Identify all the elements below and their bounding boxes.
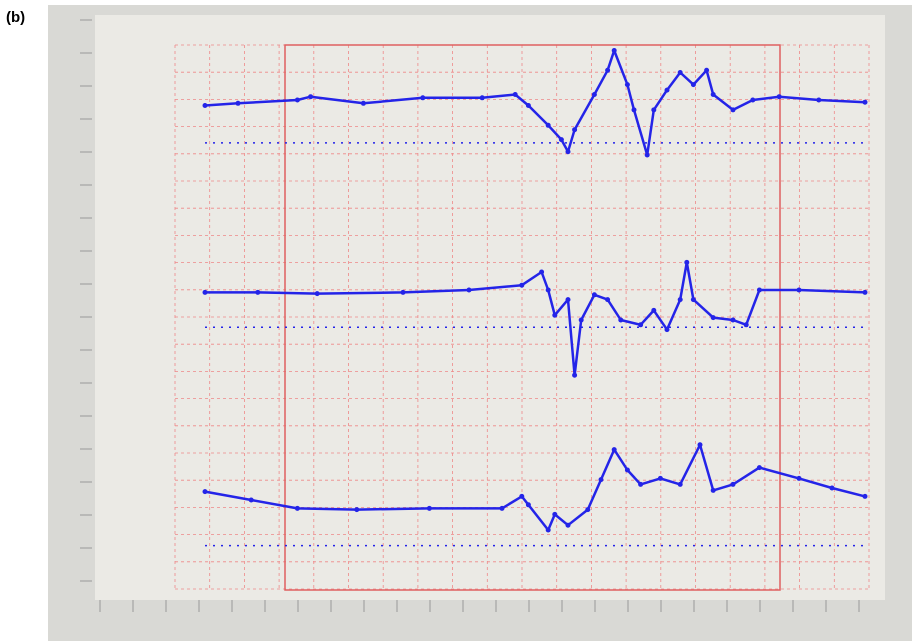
data-point: [525, 103, 531, 108]
data-point: [539, 269, 545, 275]
data-point: [862, 289, 868, 295]
data-point: [697, 442, 703, 448]
data-point: [519, 282, 525, 288]
data-point: [512, 92, 518, 97]
data-point: [796, 287, 802, 293]
data-point: [565, 149, 571, 155]
data-point: [756, 287, 762, 293]
data-point: [585, 507, 591, 513]
data-point: [558, 137, 564, 143]
data-point: [420, 95, 426, 101]
data-point: [552, 312, 558, 318]
data-point: [677, 481, 683, 487]
data-point: [294, 505, 300, 511]
data-point: [255, 289, 261, 295]
data-point: [776, 94, 782, 100]
data-point: [248, 497, 254, 503]
data-point: [704, 67, 710, 73]
data-point: [638, 322, 644, 328]
data-point: [664, 87, 670, 93]
data-point: [750, 97, 756, 103]
data-point: [651, 107, 657, 113]
data-point: [235, 100, 241, 106]
data-point: [598, 477, 604, 483]
panel-label: (b): [6, 9, 25, 26]
data-point: [730, 317, 736, 323]
data-point: [829, 485, 835, 491]
data-point: [624, 82, 630, 88]
data-point: [651, 307, 657, 313]
data-point: [202, 489, 208, 495]
data-point: [611, 48, 617, 53]
data-point: [605, 67, 611, 73]
data-point: [294, 97, 300, 103]
data-point: [796, 475, 802, 481]
data-point: [354, 507, 360, 513]
data-point: [638, 481, 644, 487]
data-point: [202, 103, 208, 108]
data-point: [591, 292, 597, 298]
data-point: [710, 92, 716, 97]
data-point: [545, 122, 551, 128]
data-point: [611, 447, 617, 453]
data-point: [677, 70, 683, 75]
data-point: [525, 502, 531, 508]
data-point: [644, 152, 650, 158]
data-point: [572, 127, 578, 133]
data-point: [479, 95, 485, 101]
data-point: [519, 493, 525, 499]
data-point: [400, 289, 406, 295]
data-point: [710, 315, 716, 321]
data-point: [552, 511, 558, 517]
data-point: [677, 297, 683, 303]
data-point: [743, 322, 749, 328]
data-point: [545, 527, 551, 533]
data-point: [499, 505, 505, 511]
data-point: [360, 100, 366, 106]
data-point: [572, 372, 578, 378]
data-point: [710, 487, 716, 493]
data-point: [426, 505, 432, 511]
data-point: [565, 297, 571, 303]
data-point: [816, 97, 822, 103]
data-point: [631, 107, 637, 113]
data-point: [565, 522, 571, 528]
data-point: [202, 289, 208, 295]
data-point: [308, 94, 314, 100]
data-point: [314, 291, 320, 297]
data-point: [730, 481, 736, 487]
data-point: [466, 287, 472, 293]
data-point: [862, 493, 868, 499]
data-point: [690, 297, 696, 303]
data-point: [578, 317, 584, 323]
data-point: [545, 287, 551, 293]
data-point: [624, 467, 630, 473]
data-point: [862, 99, 868, 105]
data-point: [684, 259, 690, 265]
data-point: [664, 327, 670, 333]
paper: [95, 15, 885, 600]
frame: [284, 44, 781, 591]
data-point: [756, 465, 762, 471]
data-point: [690, 82, 696, 88]
data-point: [730, 107, 736, 113]
data-point: [657, 475, 663, 481]
data-point: [605, 297, 611, 303]
trace: [204, 49, 866, 157]
data-point: [618, 317, 624, 323]
data-point: [591, 92, 597, 97]
